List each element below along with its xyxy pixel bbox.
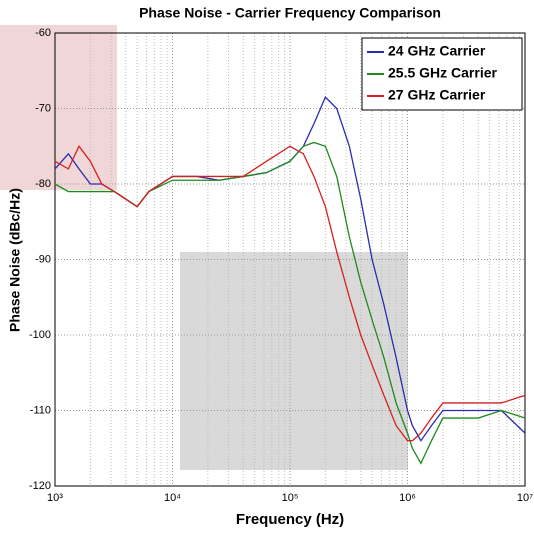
highlight-overlay <box>180 252 408 470</box>
plot-frame <box>54 32 526 487</box>
y-tick-label: -70 <box>35 102 51 114</box>
chart-title: Phase Noise - Carrier Frequency Comparis… <box>139 5 441 21</box>
y-tick-label: -60 <box>35 27 51 39</box>
y-tick-label: -120 <box>29 480 51 492</box>
legend-box <box>361 37 523 111</box>
x-tick-label: 10⁷ <box>517 492 533 504</box>
y-tick-label: -100 <box>29 329 51 341</box>
legend-label: 27 GHz Carrier <box>388 87 486 103</box>
x-tick-label: 10⁵ <box>282 492 299 504</box>
y-tick-label: -90 <box>35 253 51 265</box>
y-tick-label: -80 <box>35 178 51 190</box>
x-tick-label: 10⁶ <box>399 492 416 504</box>
y-axis-label: Phase Noise (dBc/Hz) <box>7 188 23 332</box>
series-line <box>54 144 526 442</box>
y-tick-label: -110 <box>30 404 51 416</box>
legend-label: 24 GHz Carrier <box>388 43 486 59</box>
highlight-overlay <box>0 25 117 190</box>
legend-label: 25.5 GHz Carrier <box>388 65 497 81</box>
x-tick-label: 10⁴ <box>164 492 181 504</box>
x-tick-label: 10³ <box>47 492 63 504</box>
x-axis-label: Frequency (Hz) <box>236 511 344 528</box>
